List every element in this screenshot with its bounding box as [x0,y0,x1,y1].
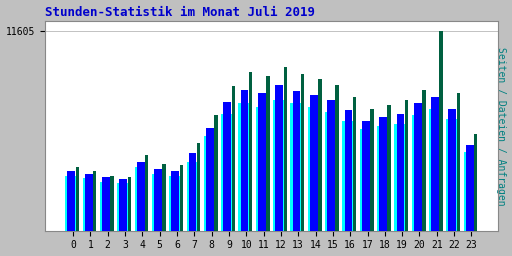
Bar [172,170,179,231]
Bar [439,31,443,231]
Bar [256,107,268,231]
Bar [301,74,304,231]
Bar [197,143,200,231]
Bar [345,110,352,231]
Bar [93,170,96,231]
Bar [431,97,439,231]
Bar [137,162,144,231]
Bar [117,183,130,231]
Bar [335,84,339,231]
Bar [414,103,422,231]
Bar [68,170,75,231]
Bar [377,126,389,231]
Bar [273,100,285,231]
Bar [127,177,131,231]
Bar [422,90,425,231]
Bar [231,86,235,231]
Bar [388,105,391,231]
Bar [466,145,474,231]
Bar [308,107,320,231]
Bar [206,127,214,231]
Bar [204,136,216,231]
Bar [180,165,183,231]
Bar [85,174,93,231]
Bar [223,102,231,231]
Bar [464,152,476,231]
Bar [214,115,218,231]
Bar [119,179,127,231]
Bar [343,121,354,231]
Bar [327,100,335,231]
Bar [474,134,478,231]
Bar [100,182,112,231]
Bar [239,103,250,231]
Bar [258,93,266,231]
Bar [292,91,301,231]
Bar [82,178,95,231]
Bar [325,112,337,231]
Bar [169,176,181,231]
Bar [370,109,374,231]
Bar [362,121,370,231]
Bar [449,109,456,231]
Bar [429,109,441,231]
Bar [110,176,114,231]
Bar [189,153,197,231]
Bar [76,167,79,231]
Bar [412,115,424,231]
Bar [154,169,162,231]
Y-axis label: Seiten / Dateien / Anfragen: Seiten / Dateien / Anfragen [497,47,506,205]
Bar [360,129,372,231]
Bar [446,119,458,231]
Bar [221,114,233,231]
Bar [310,95,318,231]
Bar [396,114,404,231]
Bar [145,155,148,231]
Bar [394,124,407,231]
Bar [135,167,146,231]
Bar [353,97,356,231]
Bar [241,90,248,231]
Bar [379,117,387,231]
Bar [457,93,460,231]
Bar [152,174,164,231]
Bar [65,176,77,231]
Bar [186,162,199,231]
Bar [266,76,270,231]
Bar [284,67,287,231]
Bar [318,79,322,231]
Bar [275,84,283,231]
Bar [405,100,408,231]
Bar [162,164,166,231]
Bar [249,72,252,231]
Bar [290,103,303,231]
Bar [102,177,110,231]
Text: Stunden-Statistik im Monat Juli 2019: Stunden-Statistik im Monat Juli 2019 [45,6,315,18]
